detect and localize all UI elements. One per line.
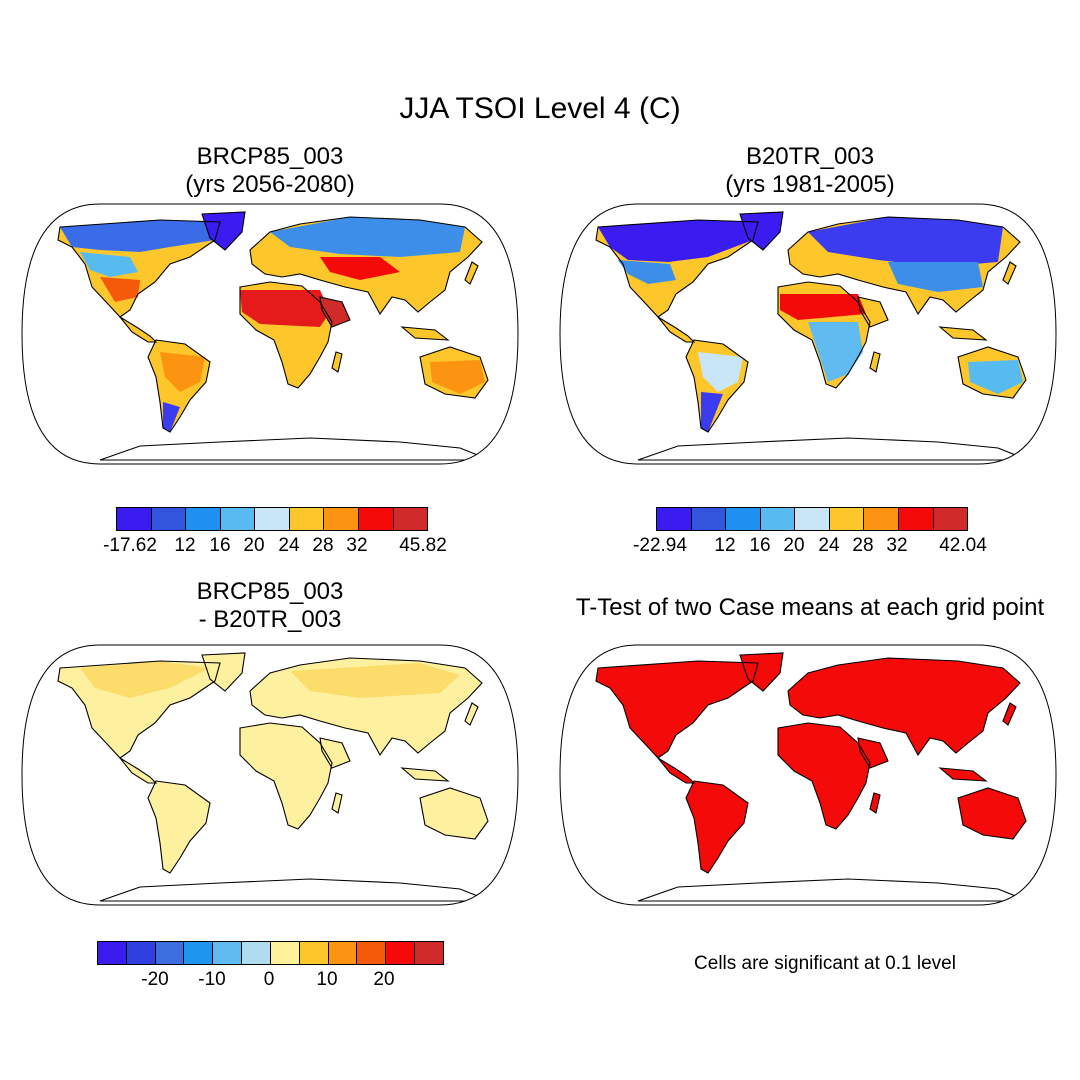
colorbar-b20tr-label: -22.94 bbox=[633, 535, 687, 556]
map-b20tr bbox=[559, 203, 1057, 465]
figure-title: JJA TSOI Level 4 (C) bbox=[399, 92, 681, 125]
colorbar-diff-label: 20 bbox=[373, 969, 395, 990]
colorbar-brcp85-swatch bbox=[117, 508, 152, 530]
colorbar-brcp85-label: 12 bbox=[174, 535, 196, 556]
colorbar-b20tr-label: 42.04 bbox=[939, 535, 987, 556]
colorbar-b20tr-swatch bbox=[726, 508, 761, 530]
colorbar-diff bbox=[97, 941, 444, 965]
colorbar-diff-swatch bbox=[328, 942, 358, 964]
colorbar-diff-swatch bbox=[213, 942, 243, 964]
colorbar-brcp85-label: 20 bbox=[243, 535, 265, 556]
colorbar-brcp85-label: 16 bbox=[209, 535, 231, 556]
colorbar-b20tr-swatch bbox=[760, 508, 796, 530]
colorbar-diff-swatch bbox=[386, 942, 416, 964]
colorbar-diff-swatch bbox=[242, 942, 271, 964]
colorbar-b20tr-swatch bbox=[657, 508, 692, 530]
colorbar-brcp85-swatch bbox=[255, 508, 290, 530]
map-ttest bbox=[559, 644, 1057, 906]
colorbar-brcp85-label: 45.82 bbox=[399, 535, 447, 556]
panel2-title-line1: B20TR_003 bbox=[745, 143, 875, 170]
colorbar-brcp85-swatch bbox=[324, 508, 359, 530]
colorbar-diff-swatch bbox=[126, 942, 156, 964]
colorbar-diff-label: -20 bbox=[141, 969, 169, 990]
colorbar-diff-swatch bbox=[98, 942, 127, 964]
colorbar-b20tr-label: 24 bbox=[818, 535, 840, 556]
colorbar-b20tr bbox=[656, 507, 968, 531]
colorbar-brcp85-swatch bbox=[358, 508, 394, 530]
panel2-title: B20TR_003 (yrs 1981-2005) bbox=[660, 143, 960, 199]
colorbar-diff-label: 0 bbox=[263, 969, 275, 990]
colorbar-diff-label: -10 bbox=[198, 969, 226, 990]
colorbar-brcp85-swatch bbox=[186, 508, 221, 530]
panel1-title: BRCP85_003 (yrs 2056-2080) bbox=[120, 143, 420, 199]
colorbar-brcp85-label: 32 bbox=[346, 535, 368, 556]
panel1-title-line1: BRCP85_003 bbox=[196, 143, 344, 170]
colorbar-b20tr-label: 12 bbox=[714, 535, 736, 556]
colorbar-brcp85 bbox=[116, 507, 428, 531]
map-diff bbox=[21, 644, 519, 906]
colorbar-diff-swatch bbox=[270, 942, 300, 964]
colorbar-brcp85-swatch bbox=[289, 508, 325, 530]
colorbar-b20tr-label: 16 bbox=[749, 535, 771, 556]
colorbar-brcp85-label: 24 bbox=[278, 535, 300, 556]
colorbar-diff-swatch bbox=[415, 942, 443, 964]
colorbar-b20tr-label: 20 bbox=[783, 535, 805, 556]
panel3-title-line1: BRCP85_003 bbox=[196, 578, 344, 605]
colorbar-brcp85-swatch bbox=[393, 508, 428, 530]
colorbar-brcp85-label: -17.62 bbox=[103, 535, 157, 556]
colorbar-b20tr-swatch bbox=[898, 508, 934, 530]
colorbar-brcp85-swatch bbox=[220, 508, 256, 530]
colorbar-b20tr-swatch bbox=[829, 508, 865, 530]
panel3-title: BRCP85_003 - B20TR_003 bbox=[120, 578, 420, 634]
panel3-title-line2: - B20TR_003 bbox=[198, 606, 342, 633]
colorbar-b20tr-swatch bbox=[933, 508, 968, 530]
colorbar-brcp85-swatch bbox=[151, 508, 187, 530]
colorbar-brcp85-label: 28 bbox=[312, 535, 334, 556]
panel1-title-line2: (yrs 2056-2080) bbox=[185, 171, 355, 198]
colorbar-b20tr-swatch bbox=[795, 508, 830, 530]
colorbar-b20tr-swatch bbox=[864, 508, 899, 530]
panel4-title: T-Test of two Case means at each grid po… bbox=[575, 594, 1045, 621]
colorbar-b20tr-label: 28 bbox=[852, 535, 874, 556]
colorbar-b20tr-swatch bbox=[691, 508, 727, 530]
panel2-title-line2: (yrs 1981-2005) bbox=[725, 171, 895, 198]
colorbar-diff-swatch bbox=[299, 942, 329, 964]
significance-note: Cells are significant at 0.1 level bbox=[694, 953, 956, 974]
colorbar-diff-label: 10 bbox=[316, 969, 338, 990]
colorbar-b20tr-label: 32 bbox=[886, 535, 908, 556]
colorbar-diff-swatch bbox=[184, 942, 214, 964]
map-brcp85 bbox=[21, 203, 519, 465]
colorbar-diff-swatch bbox=[357, 942, 387, 964]
colorbar-diff-swatch bbox=[155, 942, 185, 964]
